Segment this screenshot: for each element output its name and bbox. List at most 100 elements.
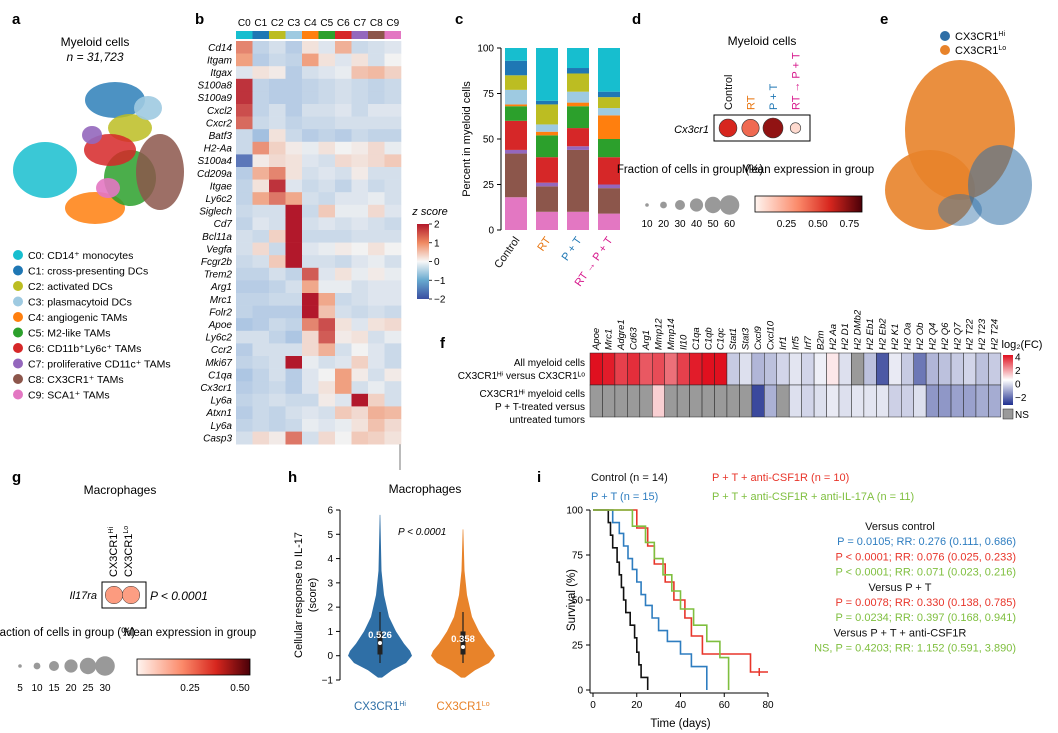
- heatmap-f-col-label-2: Adgre1: [616, 319, 627, 351]
- heatmap-f-col-label-20: H2 D1: [840, 323, 851, 350]
- heatmap-b-cell-12-1: [252, 192, 270, 206]
- heatmap-b-cell-7-4: [302, 129, 319, 143]
- heatmap-f-cell-0-18: [813, 352, 827, 386]
- bars-c-seg-0-C3: [505, 89, 527, 105]
- heatmap-b-cell-2-3: [285, 66, 303, 80]
- bars-c-seg-0-C8: [505, 153, 527, 198]
- heatmap-b-cell-30-7: [351, 419, 369, 432]
- heatmap-b-cell-1-3: [285, 53, 303, 67]
- surv-i-legend-1: P + T (n = 15): [591, 491, 658, 503]
- legend-a-label-3: C3: plasmacytoid DCs: [28, 297, 132, 309]
- heatmap-f-cell-0-17: [801, 352, 815, 386]
- heatmap-b-col-label-9: C9: [386, 18, 399, 29]
- heatmap-b-row-label-12: Ly6c2: [205, 194, 232, 205]
- surv-i-stat-0: Versus control: [865, 521, 935, 533]
- violin-h-group-label-sup-1: Lo: [482, 701, 490, 708]
- heatmap-b-cell-22-4: [302, 318, 319, 332]
- heatmap-f-cell-0-10: [714, 352, 728, 386]
- heatmap-f-col-label-0: Apoe: [591, 328, 602, 351]
- panel-i-survival-plot: Control (n = 14) P + T (n = 15) P + T + an…: [566, 472, 1016, 730]
- heatmap-b-cell-25-8: [368, 356, 385, 369]
- dot-g-color-legend-label-0: 0.25: [180, 683, 200, 694]
- umap-e-lo-lower-region: [885, 150, 975, 230]
- heatmap-b-row-label-31: Casp3: [203, 433, 232, 444]
- surv-i-stat-6: P = 0.0234; RR: 0.397 (0.168, 0.941): [835, 612, 1016, 624]
- heatmap-b-cell-29-9: [384, 406, 402, 420]
- surv-i-xticklabel-0: 0: [590, 700, 596, 711]
- heatmap-b-row-label-21: Folr2: [209, 307, 232, 318]
- heatmap-b-cell-27-5: [318, 381, 336, 395]
- dot-d-title: Myeloid cells: [728, 34, 797, 48]
- heatmap-f-cell-0-11: [726, 352, 740, 386]
- heatmap-b-cell-24-7: [351, 343, 369, 357]
- heatmap-f-col-label-26: H2 Ob: [915, 323, 926, 350]
- heatmap-b-cell-4-4: [302, 91, 319, 105]
- heatmap-f-cell-0-4: [639, 352, 653, 386]
- heatmap-b-cell-1-6: [335, 53, 352, 67]
- bars-c-seg-2-C3: [567, 91, 589, 103]
- heatmap-b-cell-23-1: [252, 330, 270, 344]
- heatmap-b-cell-14-7: [351, 217, 369, 231]
- heatmap-f-colorbar-label: log₂(FC): [1002, 339, 1043, 351]
- violin-h-median-dot-0: [378, 640, 382, 645]
- heatmap-b-cell-19-7: [351, 280, 369, 294]
- heatmap-b-cell-18-3: [285, 267, 303, 281]
- heatmap-f-cell-1-29: [950, 384, 964, 418]
- heatmap-b-cell-7-9: [384, 129, 402, 143]
- heatmap-b-cell-26-5: [318, 368, 336, 382]
- panel-letter-g: g: [12, 469, 21, 486]
- dot-g-size-legend-dot-4: [79, 657, 97, 675]
- heatmap-b-cell-23-8: [368, 330, 385, 344]
- dot-d-color-legend-bar: [754, 195, 863, 213]
- heatmap-b-cell-9-8: [368, 154, 385, 168]
- surv-i-yticklabel-4: 100: [566, 506, 583, 517]
- heatmap-b-cell-5-0: [236, 104, 253, 117]
- heatmap-b-cell-0-7: [351, 41, 369, 54]
- dot-d-group-label-1: RT: [746, 95, 758, 110]
- heatmap-b-cell-8-7: [351, 141, 369, 155]
- bars-c-seg-2-C8: [567, 149, 589, 212]
- heatmap-b-cell-17-2: [269, 255, 286, 269]
- legend-a-swatch-4: [13, 312, 23, 322]
- heatmap-f-cell-1-19: [826, 384, 840, 418]
- heatmap-b-cell-24-0: [236, 343, 253, 357]
- heatmap-b-col-color-1: [252, 31, 269, 39]
- dot-g-size-legend-label-5: 30: [99, 683, 111, 694]
- violin-h-yticklabel-1: 0: [327, 651, 333, 662]
- heatmap-b-cell-28-8: [368, 393, 385, 407]
- panel-d-dotplot: Myeloid cells Cx3cr1 Control RT P + T RT → P …: [617, 34, 874, 230]
- heatmap-b-cell-26-7: [351, 368, 369, 382]
- heatmap-b-cell-9-1: [252, 154, 270, 168]
- surv-i-curve-1: [593, 509, 708, 690]
- dot-d-dot-0: [718, 118, 738, 138]
- heatmap-b-cell-3-3: [285, 78, 303, 92]
- heatmap-b-cell-5-9: [384, 104, 402, 117]
- heatmap-b-cell-12-6: [335, 192, 352, 206]
- heatmap-b-cell-26-1: [252, 368, 270, 382]
- heatmap-b-row-label-2: Itgax: [210, 68, 233, 79]
- heatmap-b-cell-3-8: [368, 78, 385, 92]
- heatmap-b-cell-23-7: [351, 330, 369, 344]
- heatmap-b-cell-22-7: [351, 318, 369, 332]
- heatmap-b-cell-19-6: [335, 280, 352, 294]
- heatmap-b-cell-30-6: [335, 419, 352, 432]
- legend-e-swatch-1: [940, 45, 950, 55]
- heatmap-b-cell-14-9: [384, 217, 402, 231]
- dot-g-size-legend-dot-1: [33, 662, 41, 670]
- heatmap-b-cell-26-8: [368, 368, 385, 382]
- heatmap-b-cell-2-1: [252, 66, 270, 80]
- heatmap-b-cell-14-4: [302, 217, 319, 231]
- heatmap-b-cell-16-2: [269, 242, 286, 256]
- heatmap-b-cell-8-9: [384, 141, 402, 155]
- heatmap-f-col-label-1: Mrc1: [604, 329, 615, 350]
- heatmap-b-cell-17-5: [318, 255, 336, 269]
- heatmap-b-cell-19-9: [384, 280, 402, 294]
- heatmap-b-cell-16-7: [351, 242, 369, 256]
- heatmap-b-cell-31-4: [302, 431, 319, 445]
- heatmap-f-cell-1-9: [701, 384, 715, 418]
- bars-c-seg-3-C8: [598, 188, 620, 214]
- heatmap-b-cell-22-2: [269, 318, 286, 332]
- heatmap-b-cell-13-7: [351, 204, 369, 218]
- violin-h-box-1: [460, 631, 466, 655]
- heatmap-f-col-label-23: H2 Eb2: [878, 318, 889, 350]
